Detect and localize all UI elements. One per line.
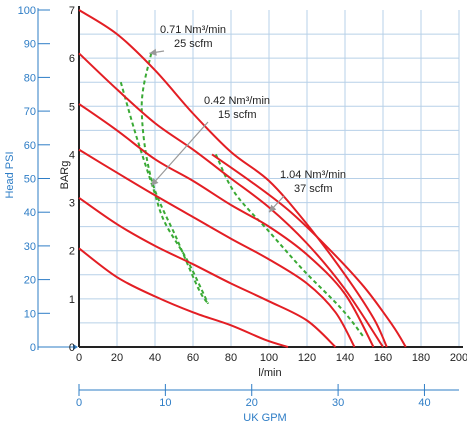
gpm-tick-label: 40	[418, 397, 430, 409]
gpm-tick-label: 0	[76, 397, 82, 409]
annotation-flow-scfm: 37 scfm	[294, 183, 333, 195]
head-tick-label: 60	[24, 140, 36, 152]
x-tick-label: 80	[225, 352, 237, 364]
annotation-arrow-line	[150, 121, 209, 187]
main-axes: 0 1 2 3 4 5 6 7 0 20 40 60 80 100 120 140 160 180 200	[69, 5, 467, 364]
annotation-arrowhead-icon	[149, 48, 157, 56]
x-tick-label: 0	[76, 352, 82, 364]
y-axis-title: BARg	[59, 161, 71, 190]
pump-curves	[78, 9, 407, 348]
head-tick-label: 20	[24, 275, 36, 287]
x-axis-title: l/min	[258, 367, 281, 379]
series-line	[78, 148, 356, 348]
annotation-flow-nm3: 0.42 Nm³/min	[204, 95, 270, 107]
head-tick-label: 90	[24, 39, 36, 51]
y-tick-label: 6	[69, 53, 75, 65]
annotation-flow-scfm: 15 scfm	[218, 109, 257, 121]
head-tick-label: 50	[24, 174, 36, 186]
annotation-flow-nm3: 0.71 Nm³/min	[160, 24, 226, 36]
gpm-tick-label: 20	[246, 397, 258, 409]
head-psi-title: Head PSI	[4, 151, 16, 198]
head-tick-label: 40	[24, 207, 36, 219]
x-tick-label: 180	[412, 352, 430, 364]
head-tick-label: 80	[24, 72, 36, 84]
head-tick-label: 0	[30, 342, 36, 354]
annotation-arrowhead-icon	[269, 204, 277, 213]
gpm-tick-label: 10	[159, 397, 171, 409]
y-tick-label: 0	[69, 342, 75, 354]
annotations: 0.71 Nm³/min 25 scfm 0.42 Nm³/min 15 scfm 1.…	[149, 24, 346, 213]
x-tick-label: 120	[298, 352, 316, 364]
annotation-flow-nm3: 1.04 Nm³/min	[280, 169, 346, 181]
air-consumption-line	[214, 153, 365, 339]
gpm-tick-label: 30	[332, 397, 344, 409]
annotation-arrowhead-icon	[151, 178, 159, 186]
x-tick-label: 100	[260, 352, 278, 364]
series-line	[78, 247, 289, 348]
head-tick-label: 30	[24, 241, 36, 253]
x-tick-label: 20	[111, 352, 123, 364]
x-tick-label: 160	[374, 352, 392, 364]
air-consumption-line	[119, 81, 210, 305]
y-tick-label: 5	[69, 101, 75, 113]
series-line	[78, 9, 388, 348]
head-tick-label: 10	[24, 308, 36, 320]
series-line	[211, 153, 407, 348]
uk-gpm-title: UK GPM	[243, 412, 286, 424]
y-tick-label: 1	[69, 294, 75, 306]
y-tick-label: 7	[69, 5, 75, 17]
x-tick-label: 140	[336, 352, 354, 364]
y-tick-label: 2	[69, 246, 75, 258]
air-consumption-lines	[119, 53, 365, 339]
grid	[79, 10, 460, 347]
annotation-flow-scfm: 25 scfm	[174, 38, 213, 50]
head-tick-label: 100	[18, 5, 36, 17]
x-tick-label: 60	[187, 352, 199, 364]
air-consumption-line	[140, 53, 210, 305]
y-tick-label: 3	[69, 198, 75, 210]
x-tick-label: 200	[450, 352, 467, 364]
head-tick-label: 70	[24, 106, 36, 118]
head-zero-arrow-icon	[73, 344, 78, 350]
x-tick-label: 40	[149, 352, 161, 364]
uk-gpm-axis: 0 10 20 30 40	[76, 384, 459, 409]
series-line	[78, 52, 384, 348]
y-tick-label: 4	[69, 149, 75, 161]
series-line	[78, 103, 375, 348]
series-line	[78, 196, 337, 348]
